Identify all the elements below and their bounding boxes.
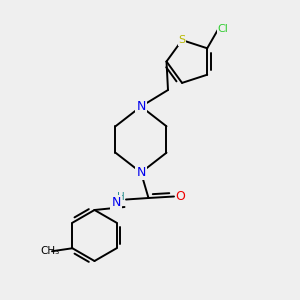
- Text: CH₃: CH₃: [40, 246, 59, 256]
- Text: H: H: [117, 192, 124, 202]
- Text: N: N: [136, 100, 146, 113]
- Text: N: N: [111, 196, 121, 209]
- Text: Cl: Cl: [218, 24, 229, 34]
- Text: O: O: [176, 190, 185, 203]
- Text: S: S: [178, 35, 186, 45]
- Text: N: N: [136, 166, 146, 179]
